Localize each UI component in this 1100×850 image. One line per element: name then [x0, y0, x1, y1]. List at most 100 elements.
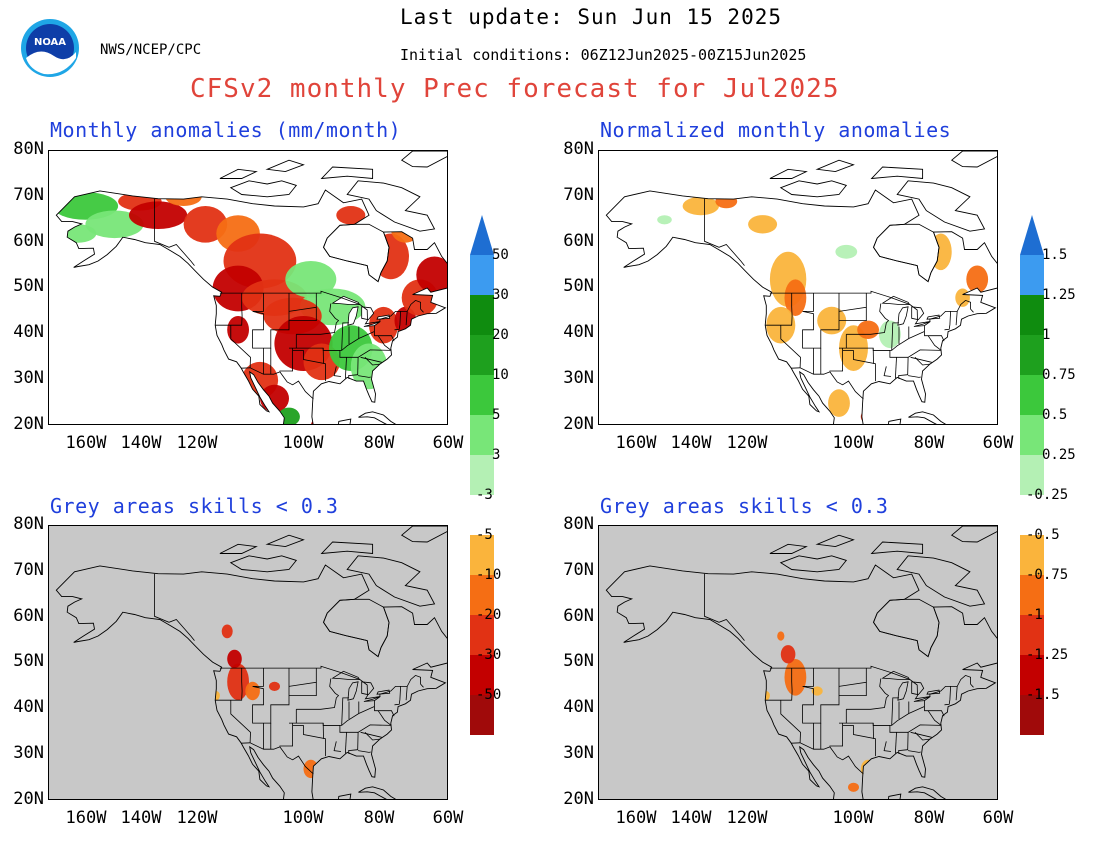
colorbar-label: 0.5 [1042, 407, 1068, 423]
lat-label: 70N [563, 185, 594, 205]
page-title: CFSv2 monthly Prec forecast for Jul2025 [190, 74, 840, 104]
colorbar-label: -1.25 [1026, 647, 1069, 663]
lat-label: 70N [13, 185, 44, 205]
colorbar-label: 50 [492, 247, 509, 263]
lon-label: 160W [65, 808, 107, 828]
colorbar-swatch [1020, 295, 1044, 335]
lat-label: 20N [563, 414, 594, 434]
lon-label: 100W [832, 433, 874, 453]
lat-label: 80N [13, 514, 44, 534]
lon-label: 120W [176, 433, 218, 453]
colorbar-swatch [470, 575, 494, 615]
colorbar-neutral-swatch [470, 495, 494, 535]
colorbar-label: 5 [492, 407, 501, 423]
colorbar-label: -1.5 [1026, 687, 1060, 703]
lat-label: 30N [563, 368, 594, 388]
map-skill-anomalies [48, 525, 448, 800]
noaa-logo-icon: NOAA [21, 19, 79, 77]
colorbar-label: 1 [1042, 327, 1051, 343]
lon-label: 60W [982, 433, 1014, 453]
lon-label: 80W [363, 433, 395, 453]
colorbar-label: -3 [476, 487, 493, 503]
lon-label: 120W [726, 433, 768, 453]
lon-label: 140W [670, 808, 712, 828]
colorbar-swatch [470, 295, 494, 335]
colorbar-label: -10 [476, 567, 502, 583]
colorbar-swatch [1020, 255, 1044, 295]
lat-label: 20N [563, 789, 594, 809]
colorbar-label: -0.5 [1026, 527, 1060, 543]
lon-label: 60W [432, 808, 464, 828]
svg-text:NOAA: NOAA [34, 37, 66, 48]
colorbar-swatch [470, 535, 494, 575]
colorbar-swatch [470, 415, 494, 455]
lon-label: 140W [670, 433, 712, 453]
colorbar-swatch [1020, 695, 1044, 735]
lat-label: 60N [563, 606, 594, 626]
lon-label: 160W [65, 433, 107, 453]
panel-title-normalized: Normalized monthly anomalies [600, 118, 952, 142]
colorbar-swatch [470, 695, 494, 735]
lat-label: 30N [563, 743, 594, 763]
lat-label: 80N [13, 139, 44, 159]
colorbar-swatch [470, 375, 494, 415]
colorbar-swatch [1020, 615, 1044, 655]
panel-title-anomalies: Monthly anomalies (mm/month) [50, 118, 402, 142]
lat-label: 50N [13, 651, 44, 671]
lat-label: 20N [13, 414, 44, 434]
colorbar-top-arrow [470, 215, 494, 255]
lat-label: 40N [563, 322, 594, 342]
lon-label: 160W [615, 808, 657, 828]
lon-label: 60W [432, 433, 464, 453]
colorbar-label: 10 [492, 367, 509, 383]
lat-label: 30N [13, 368, 44, 388]
colorbar-swatch [1020, 535, 1044, 575]
map-normalized [598, 150, 998, 425]
colorbar-label: 1.5 [1042, 247, 1068, 263]
colorbar-label: 0.75 [1042, 367, 1076, 383]
colorbar-label: 20 [492, 327, 509, 343]
colorbar-swatch [470, 655, 494, 695]
lat-label: 80N [563, 139, 594, 159]
lon-label: 100W [282, 808, 324, 828]
colorbar-label: -1 [1026, 607, 1043, 623]
initial-conditions: Initial conditions: 06Z12Jun2025-00Z15Ju… [400, 46, 807, 64]
map-anomalies [48, 150, 448, 425]
colorbar-label: 30 [492, 287, 509, 303]
colorbar-swatch [470, 615, 494, 655]
colorbar-neutral-swatch [1020, 495, 1044, 535]
lat-label: 80N [563, 514, 594, 534]
colorbar-label: -0.75 [1026, 567, 1069, 583]
colorbar-swatch [470, 255, 494, 295]
lon-label: 120W [726, 808, 768, 828]
lat-label: 40N [563, 697, 594, 717]
colorbar-swatch [1020, 455, 1044, 495]
colorbar-label: -20 [476, 607, 502, 623]
lon-label: 160W [615, 433, 657, 453]
lat-label: 70N [13, 560, 44, 580]
map-skill-normalized [598, 525, 998, 800]
org-label: NWS/NCEP/CPC [100, 42, 202, 58]
colorbar-swatch [470, 335, 494, 375]
colorbar-label: 1.25 [1042, 287, 1076, 303]
lon-label: 140W [120, 433, 162, 453]
colorbar-swatch [1020, 375, 1044, 415]
lat-label: 60N [563, 231, 594, 251]
colorbar-label: -5 [476, 527, 493, 543]
colorbar-label: 0.25 [1042, 447, 1076, 463]
lon-label: 60W [982, 808, 1014, 828]
lat-label: 40N [13, 322, 44, 342]
colorbar-swatch [470, 455, 494, 495]
lon-label: 100W [282, 433, 324, 453]
lat-label: 20N [13, 789, 44, 809]
colorbar-label: 3 [492, 447, 501, 463]
lon-label: 80W [913, 433, 945, 453]
colorbar-swatch [1020, 335, 1044, 375]
colorbar-swatch [1020, 415, 1044, 455]
lon-label: 100W [832, 808, 874, 828]
colorbar-top-arrow [1020, 215, 1044, 255]
colorbar-label: -0.25 [1026, 487, 1069, 503]
lon-label: 80W [363, 808, 395, 828]
panel-title-skill-left: Grey areas skills < 0.3 [50, 494, 339, 518]
lon-label: 120W [176, 808, 218, 828]
